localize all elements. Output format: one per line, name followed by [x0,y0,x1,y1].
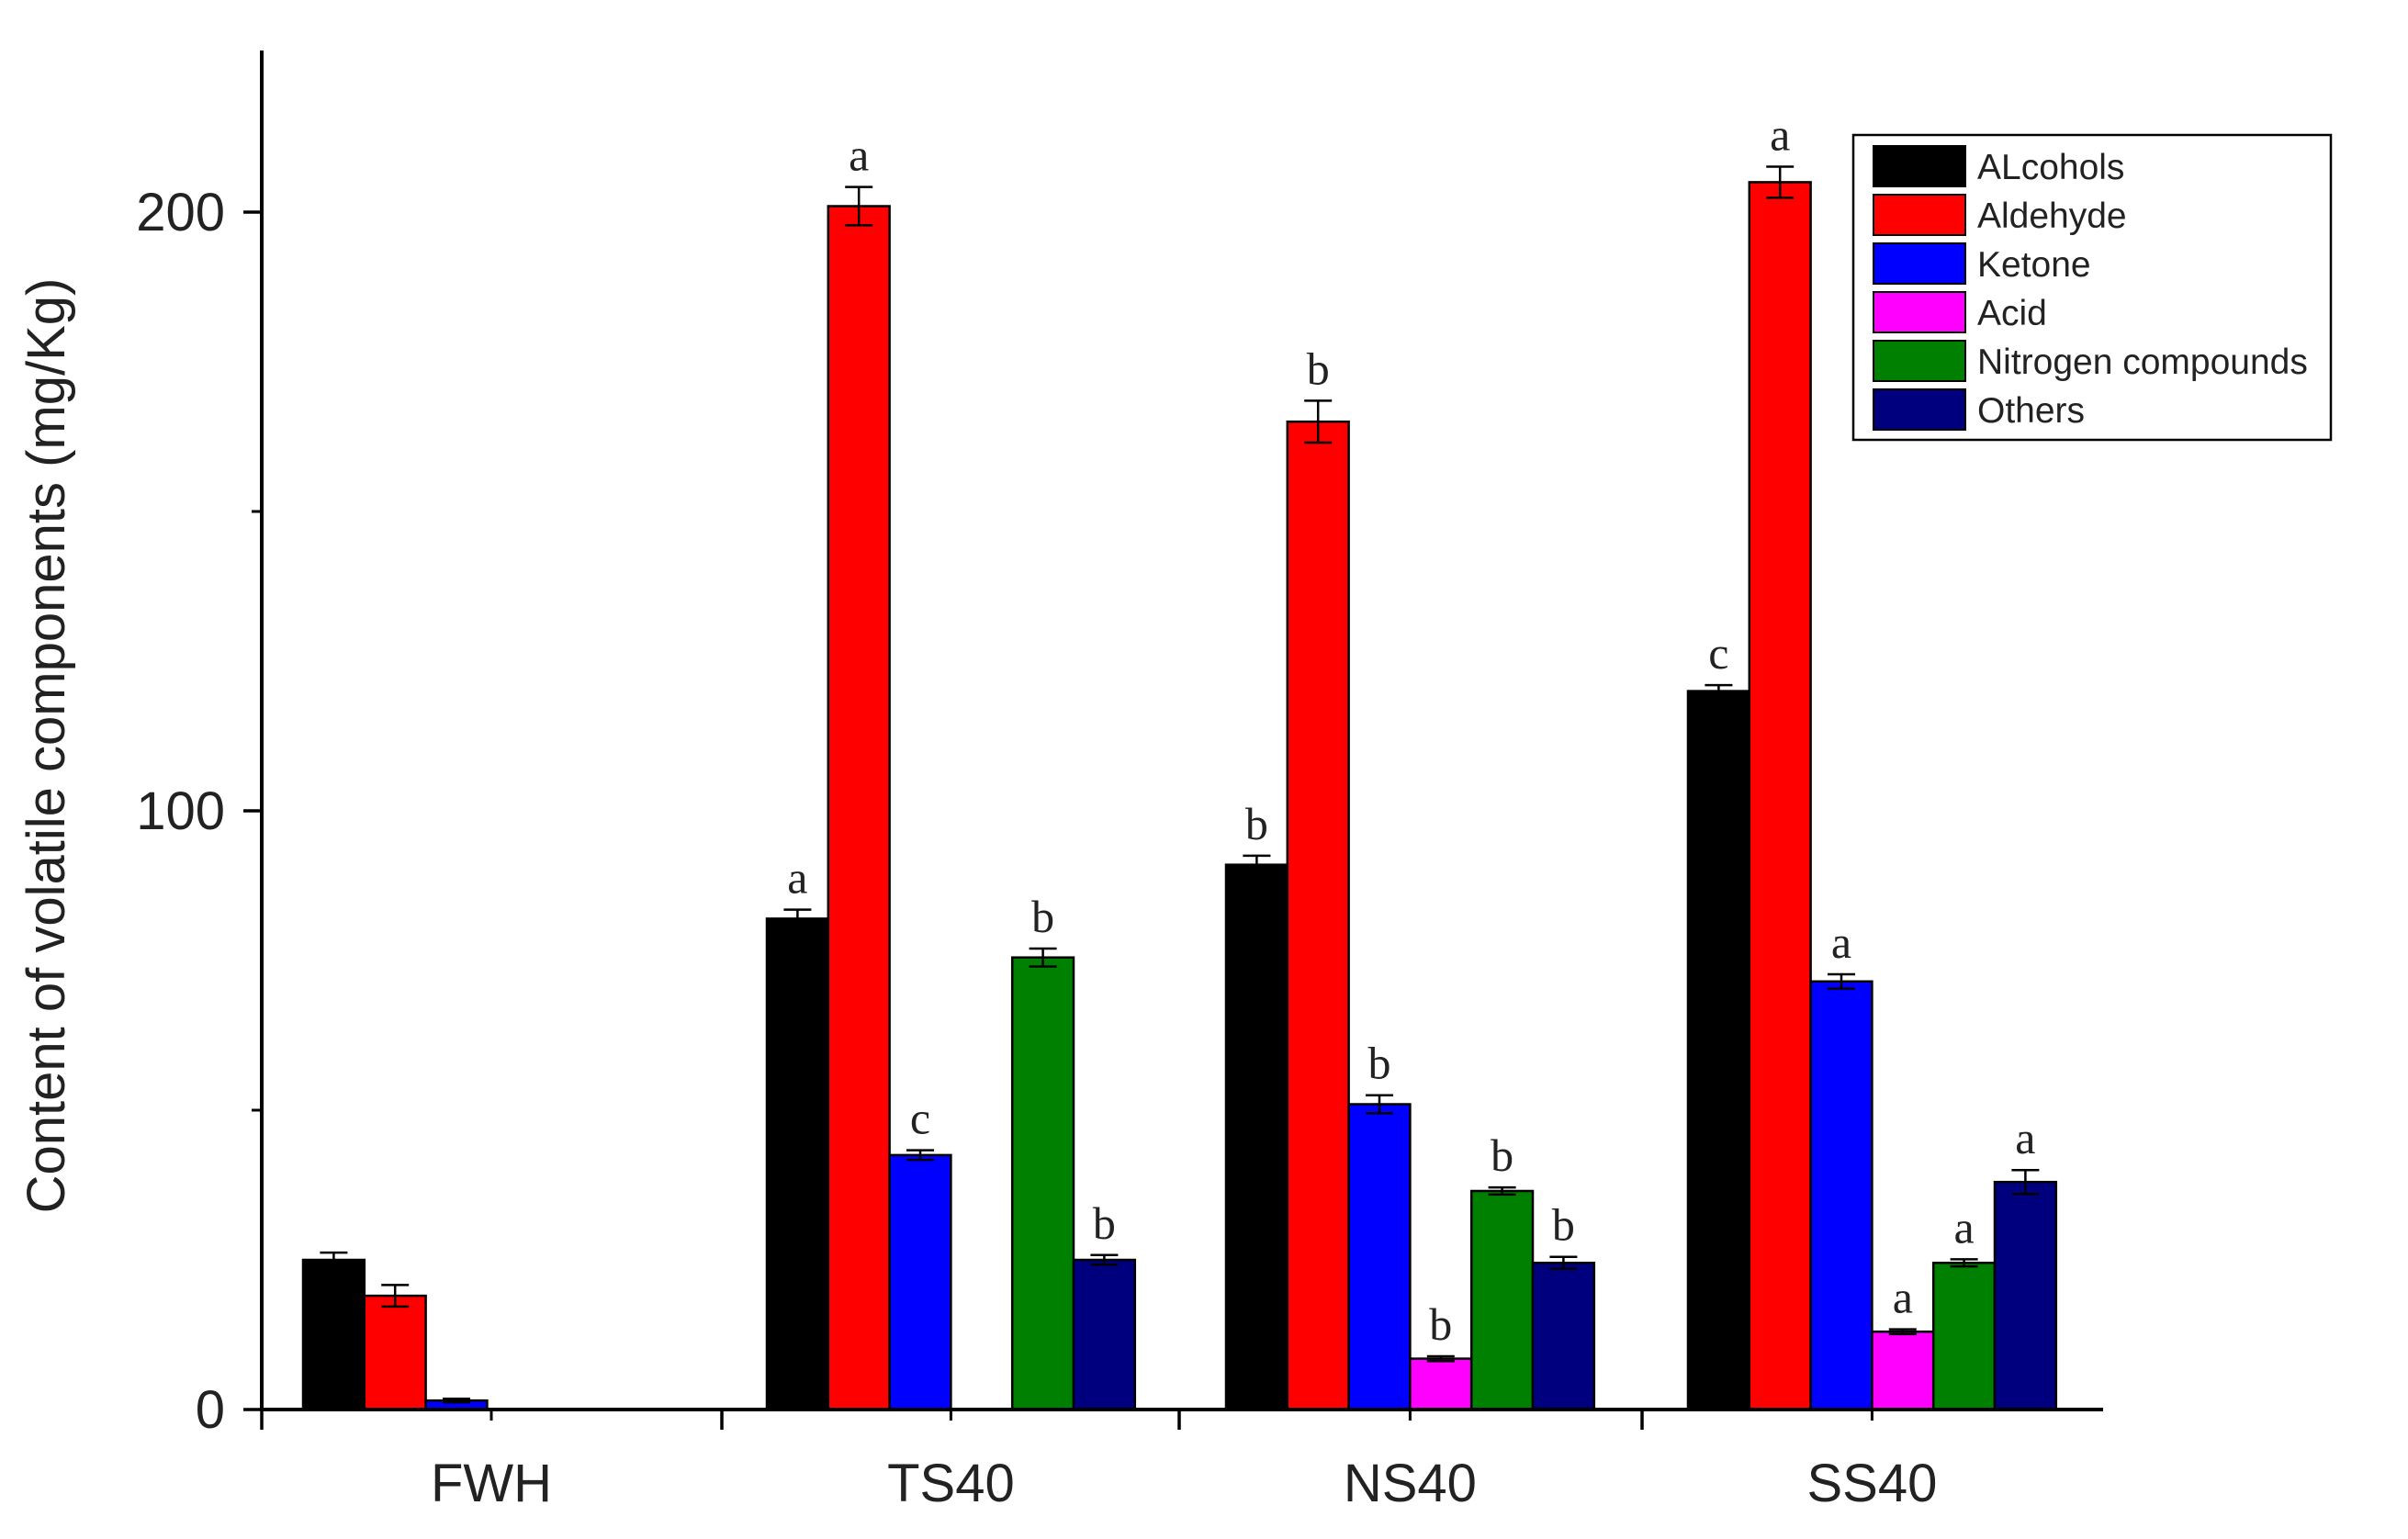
error-bar-fwh-ketone [443,1398,470,1404]
significance-label-ns40-ketone: b [1368,1038,1391,1089]
bar-ns40-ketone [1347,1103,1412,1411]
y-tick-label-0: 0 [196,1380,225,1440]
significance-label-ss40-nitrogen-compounds: a [1953,1201,1974,1253]
bar-ns40-others [1531,1262,1596,1411]
legend-swatch-aldehyde [1873,194,1966,236]
error-bar-ns40-others [1549,1255,1578,1271]
bar-ss40-ketone [1809,980,1874,1411]
error-bar-ts40-alcohols [783,908,812,929]
error-bar-ss40-ketone [1828,972,1855,990]
significance-label-ts40-ketone: c [910,1093,930,1144]
bar-ss40-acid [1871,1330,1935,1411]
y-tick-label-100: 100 [136,781,225,841]
error-bar-ss40-aldehyde [1766,165,1795,199]
bar-ts40-aldehyde [827,205,891,1411]
bar-ts40-nitrogen-compounds [1010,956,1075,1411]
error-bar-ss40-others [2011,1168,2040,1196]
error-bar-ss40-acid [1888,1328,1917,1336]
bar-ns40-acid [1409,1357,1473,1411]
axes-layer [243,51,2103,1430]
legend-label-acid: Acid [1977,294,2047,333]
y-axis-title: Content of volatile components (mg/Kg) [17,278,76,1214]
bar-ss40-alcohols [1686,690,1751,1411]
significance-label-ns40-acid: b [1429,1298,1452,1350]
error-bar-ss40-alcohols [1705,683,1733,699]
bar-ts40-alcohols [765,917,830,1411]
significance-label-ts40-aldehyde: a [849,129,869,181]
error-bar-ts40-others [1090,1253,1119,1266]
bar-ns40-alcohols [1224,863,1289,1411]
bar-ss40-others [1993,1180,2058,1411]
bar-fwh-aldehyde [363,1294,427,1411]
bars-layer [301,165,2058,1411]
legend-swatch-alcohols [1873,145,1966,187]
error-bar-ns40-alcohols [1243,854,1271,875]
bar-fwh-alcohols [301,1258,366,1411]
significance-label-ts40-alcohols: a [787,852,807,904]
significance-label-ss40-ketone: a [1831,916,1851,968]
error-bar-fwh-alcohols [320,1251,348,1269]
legend-swatch-nitrogen-compounds [1873,340,1966,382]
x-tick-label-ns40: NS40 [1344,1454,1477,1513]
x-tick-label-fwh: FWH [431,1454,552,1513]
bar-ss40-aldehyde [1748,181,1812,1411]
legend-label-others: Others [1977,391,2085,431]
error-bar-fwh-aldehyde [381,1284,410,1309]
legend-label-aldehyde: Aldehyde [1977,197,2127,236]
x-tick-label-ts40: TS40 [887,1454,1015,1513]
legend-label-ketone: Ketone [1977,245,2091,285]
significance-label-ts40-nitrogen-compounds: b [1031,891,1054,942]
significance-label-ss40-aldehyde: a [1770,108,1790,160]
error-bar-ss40-nitrogen-compounds [1950,1258,1978,1268]
legend-label-alcohols: ALcohols [1977,148,2124,187]
bar-ns40-aldehyde [1286,420,1350,1411]
x-tick-label-ss40: SS40 [1806,1454,1937,1513]
error-bar-ts40-ketone [906,1149,934,1162]
significance-label-ns40-aldehyde: b [1307,343,1330,394]
legend: ALcohols Aldehyde Ketone Acid Nitrogen compo… [1851,133,2333,442]
error-bar-ns40-ketone [1366,1094,1393,1115]
significance-label-ns40-others: b [1552,1199,1575,1251]
legend-swatch-ketone [1873,242,1966,285]
error-bar-ns40-acid [1426,1354,1455,1363]
error-bar-ts40-aldehyde [845,185,873,227]
significance-label-ss40-alcohols: c [1708,627,1728,679]
significance-label-ns40-alcohols: b [1245,798,1268,849]
significance-label-ss40-others: a [2015,1112,2035,1163]
error-bar-ns40-aldehyde [1304,399,1333,444]
significance-label-ss40-acid: a [1893,1272,1913,1323]
bar-ts40-ketone [888,1153,952,1411]
legend-swatch-acid [1873,291,1966,333]
significance-label-ns40-nitrogen-compounds: b [1491,1129,1513,1181]
bar-ss40-nitrogen-compounds [1931,1262,1997,1411]
legend-label-nitrogen-compounds: Nitrogen compounds [1977,343,2308,382]
significance-label-ts40-others: b [1093,1197,1116,1249]
error-bar-ts40-nitrogen-compounds [1029,947,1057,968]
bar-ns40-nitrogen-compounds [1469,1189,1535,1411]
error-bar-ns40-nitrogen-compounds [1488,1185,1516,1196]
bar-ts40-others [1072,1258,1137,1411]
legend-swatch-others [1873,388,1966,431]
y-tick-label-200: 200 [136,183,225,242]
